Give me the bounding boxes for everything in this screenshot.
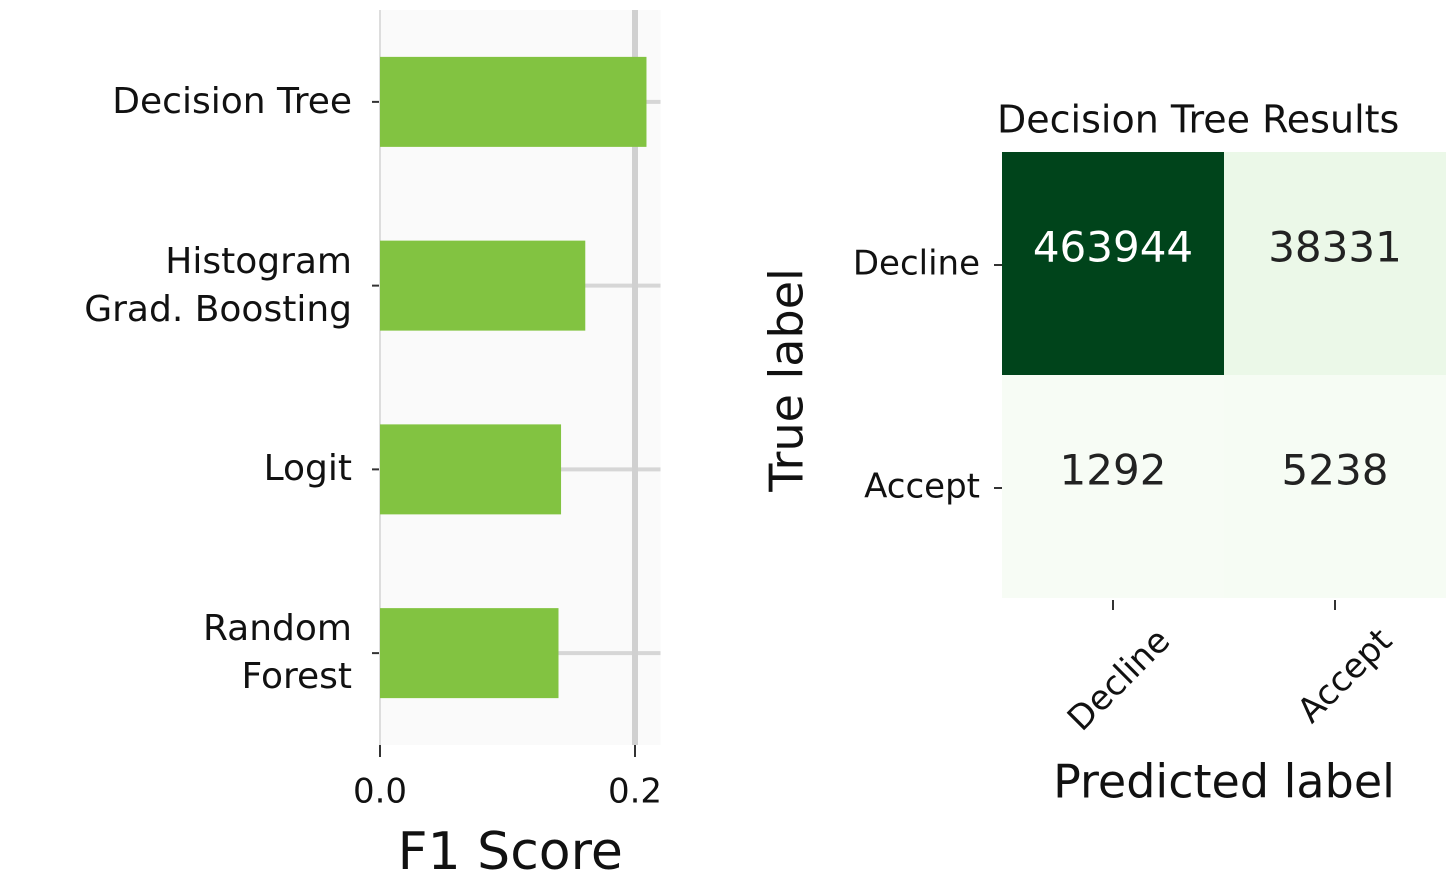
cell [1002,152,1224,375]
y-tick-label: Accept [864,467,980,507]
bar [380,240,586,331]
bar [380,424,562,515]
y-tick-label: Decline [853,244,980,284]
bar [380,56,647,147]
x-tick-label: 0.0 [353,772,407,812]
y-tick-label: Logit [263,448,352,490]
y-tick-label: Decision Tree [112,80,352,122]
cell-label: 463944 [1033,223,1193,272]
y-tick-label: Histogram Grad. Boosting [84,240,352,330]
x-axis-label: Predicted label [1053,755,1395,809]
x-tick-label: Decline [1060,621,1178,739]
cell-label: 1292 [1060,446,1167,495]
cell [1224,152,1446,375]
x-tick-label: 0.2 [608,772,662,812]
cell [1002,375,1224,598]
x-axis-label: F1 Score [398,822,623,882]
chart-title: Decision Tree Results [997,98,1399,142]
x-tick-label: Accept [1290,621,1400,731]
y-axis-label: True label [760,268,814,493]
bar [380,608,559,699]
cell-label: 38331 [1268,223,1402,272]
cell [1224,375,1446,598]
y-tick-label: Random Forest [202,608,352,698]
cell-label: 5238 [1282,446,1389,495]
